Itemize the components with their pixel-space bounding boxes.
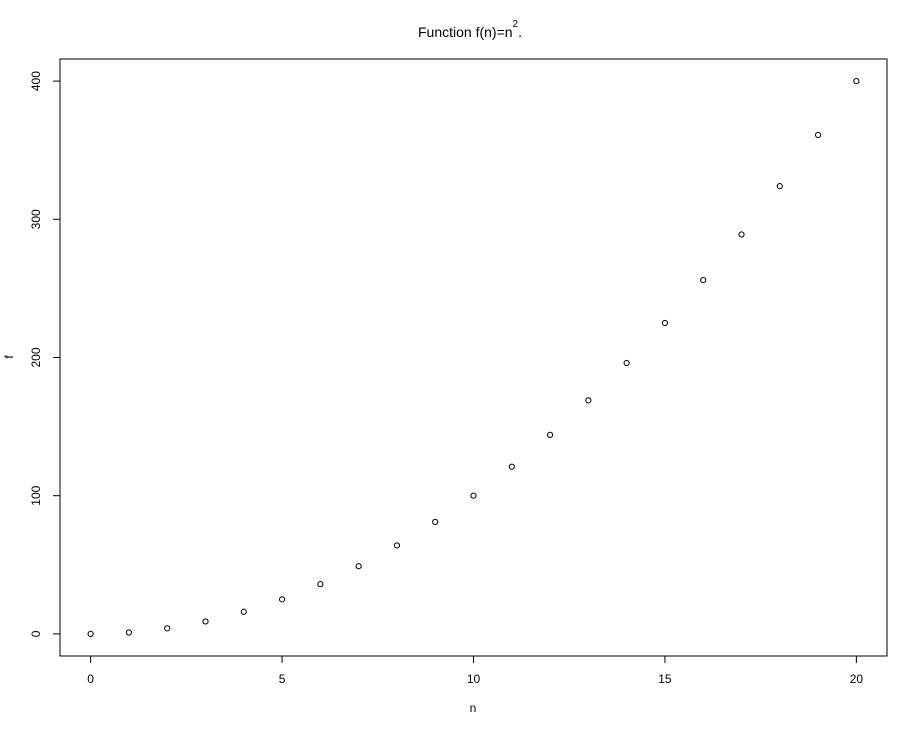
data-point [853, 78, 860, 85]
data-point [585, 397, 592, 404]
chart-title-suffix: . [518, 24, 522, 40]
data-point [125, 629, 133, 636]
y-axis: 0 100 200 300 400 [29, 71, 61, 637]
data-point [546, 431, 554, 438]
y-tick-label: 0 [29, 630, 43, 637]
data-point [317, 581, 324, 588]
x-tick-label: 20 [850, 672, 864, 686]
data-point [661, 319, 669, 327]
data-point [278, 596, 286, 603]
chart-title: Function f(n)=n2. [418, 19, 522, 40]
data-point [87, 630, 94, 637]
x-tick-label: 5 [279, 672, 286, 686]
data-point [623, 359, 630, 367]
data-point [240, 608, 247, 615]
data-point [202, 618, 209, 625]
data-point [470, 492, 477, 499]
y-axis-label: f [2, 355, 16, 359]
x-tick-label: 10 [467, 672, 481, 686]
data-point [508, 463, 515, 470]
y-tick-label: 100 [29, 485, 43, 505]
y-tick-label: 400 [29, 71, 43, 91]
plot-frame [59, 58, 888, 657]
data-point [814, 131, 822, 139]
data-point [700, 277, 707, 284]
y-tick-label: 200 [29, 347, 43, 367]
x-axis-label: n [470, 701, 477, 715]
x-tick-label: 15 [658, 672, 672, 686]
y-tick-label: 300 [29, 209, 43, 229]
chart-title-superscript: 2 [513, 19, 519, 30]
data-points [87, 78, 860, 637]
data-point [355, 563, 362, 570]
data-point [164, 625, 171, 632]
data-point [393, 542, 401, 549]
data-point [776, 183, 783, 190]
chart-title-base: Function f(n)=n [418, 24, 513, 40]
data-point [738, 231, 745, 238]
x-axis: 0 5 10 15 20 [87, 655, 864, 686]
data-point [432, 518, 439, 526]
x-tick-label: 0 [87, 672, 94, 686]
